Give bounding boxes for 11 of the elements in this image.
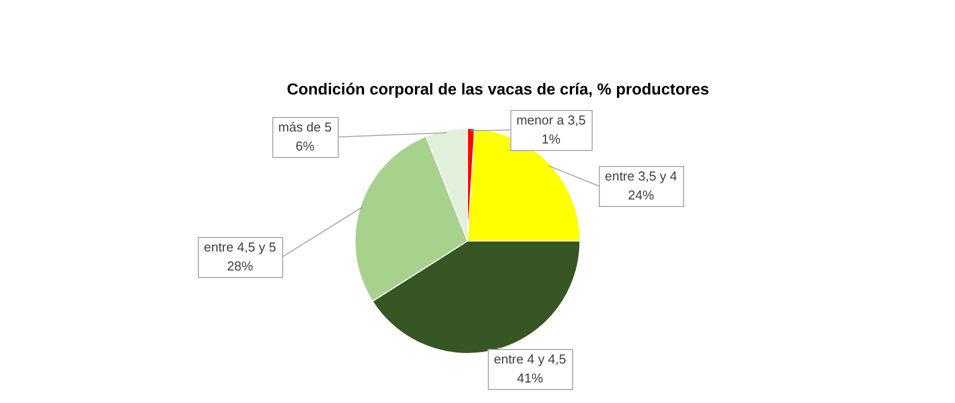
chart-title: Condición corporal de las vacas de cría, % productores xyxy=(286,81,710,98)
data-label: 6% xyxy=(296,138,315,154)
slice-label: más de 5 xyxy=(278,120,332,135)
data-label: 24% xyxy=(628,188,654,203)
data-label: 28% xyxy=(226,258,254,274)
data-label: 41% xyxy=(516,370,544,386)
slice-label: menor a 3,5 xyxy=(516,112,586,128)
data-label: 1% xyxy=(542,132,561,147)
slice-label: entre 3,5 y 4 xyxy=(604,168,678,184)
slice-label: entre 4,5 y 5 xyxy=(204,240,276,255)
slice-label: entre 4 y 4,5 xyxy=(494,352,566,367)
